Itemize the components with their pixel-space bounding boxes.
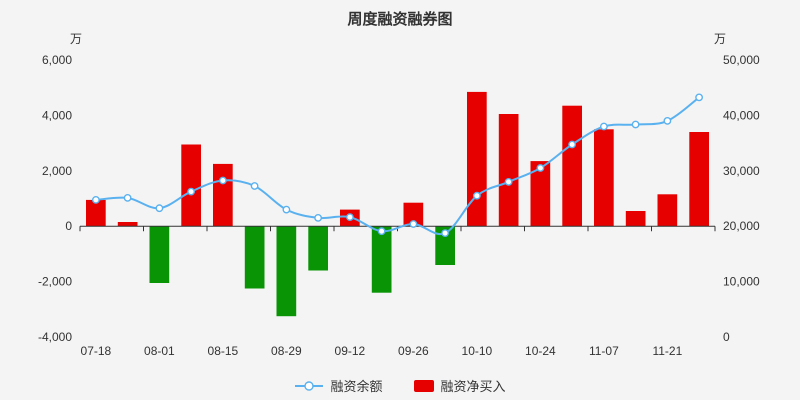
line-marker (282, 205, 291, 214)
legend-bar-glyph (413, 379, 434, 392)
right-axis-tick-label: 40,000 (723, 108, 760, 122)
left-axis-tick-label: 0 (65, 219, 72, 233)
left-axis-tick-label: 6,000 (42, 53, 72, 67)
right-axis-tick-label: 10,000 (723, 275, 760, 289)
bar-net-buy-positive (467, 91, 487, 227)
bar-net-buy-positive (562, 105, 582, 227)
line-marker (409, 220, 418, 228)
bar-net-buy-negative (244, 226, 265, 289)
bar-net-buy-negative (308, 226, 328, 271)
line-marker (92, 195, 100, 204)
right-axis-tick-label: 20,000 (723, 219, 760, 233)
x-axis-tick-label: 10-24 (525, 344, 556, 358)
legend-circle-glyph (304, 380, 315, 391)
bar-net-buy-negative (371, 226, 392, 293)
bar-net-buy-negative (276, 226, 297, 317)
x-axis-tick-label: 07-18 (81, 344, 112, 358)
bar-net-buy-positive (530, 161, 551, 227)
line-marker (377, 227, 386, 236)
right-axis-unit-label: 万 (713, 32, 726, 46)
bar-net-buy-positive (213, 163, 233, 227)
line-marker (536, 164, 545, 172)
bar-net-buy-negative (149, 226, 170, 283)
x-axis-tick-label: 08-01 (144, 344, 175, 358)
x-axis-tick-label: 08-29 (271, 344, 302, 358)
line-marker (472, 191, 481, 200)
x-axis-tick-label: 09-26 (398, 344, 429, 358)
line-marker (600, 122, 608, 131)
line-marker (631, 120, 640, 129)
line-marker (187, 187, 196, 196)
x-axis-tick-label: 11-07 (589, 344, 619, 358)
x-axis-tick-label: 08-15 (208, 344, 239, 358)
x-axis-tick-label: 11-21 (652, 344, 682, 358)
bar-series-legend-icon (413, 379, 434, 392)
chart-title: 周度融资融券图 (347, 11, 453, 28)
bar-net-buy-positive (625, 211, 646, 227)
legend-item-net-buy[interactable]: 融资净买入 (413, 376, 506, 395)
line-marker (123, 193, 132, 202)
line-marker (663, 117, 672, 125)
line-series-legend-icon (295, 380, 324, 391)
bar-net-buy-positive (86, 199, 106, 227)
right-axis-tick-label: 0 (723, 330, 730, 344)
bar-net-buy-positive (181, 144, 201, 227)
right-axis-tick-label: 30,000 (723, 164, 760, 178)
bar-net-buy-positive (498, 114, 519, 227)
line-marker (568, 140, 576, 149)
bar-net-buy-positive (117, 222, 138, 227)
legend-label-financing-balance: 融资余额 (330, 379, 383, 394)
line-marker (504, 177, 513, 186)
line-marker (314, 213, 322, 222)
line-marker (695, 93, 703, 102)
legend: 融资余额 融资净买入 (0, 376, 800, 395)
legend-label-net-buy: 融资净买入 (440, 379, 506, 394)
bar-net-buy-positive (403, 202, 424, 227)
line-marker (250, 182, 259, 190)
right-axis-tick-label: 50,000 (723, 53, 760, 67)
x-axis-tick-label: 09-12 (335, 344, 366, 358)
left-axis-tick-label: -4,000 (38, 330, 72, 344)
bar-net-buy-positive (594, 129, 614, 227)
bar-net-buy-positive (689, 132, 709, 227)
line-marker (218, 176, 227, 185)
left-axis-tick-label: -2,000 (38, 275, 72, 289)
left-axis-tick-label: 2,000 (42, 164, 72, 178)
left-axis-unit-label: 万 (70, 32, 83, 46)
bar-net-buy-positive (657, 194, 678, 227)
line-marker (345, 213, 354, 222)
left-axis-tick-label: 4,000 (42, 108, 72, 122)
line-marker (155, 204, 164, 213)
line-marker (441, 229, 449, 238)
x-axis-tick-label: 10-10 (462, 344, 493, 358)
bar-net-buy-negative (435, 226, 455, 265)
legend-item-financing-balance[interactable]: 融资余额 (294, 376, 383, 395)
